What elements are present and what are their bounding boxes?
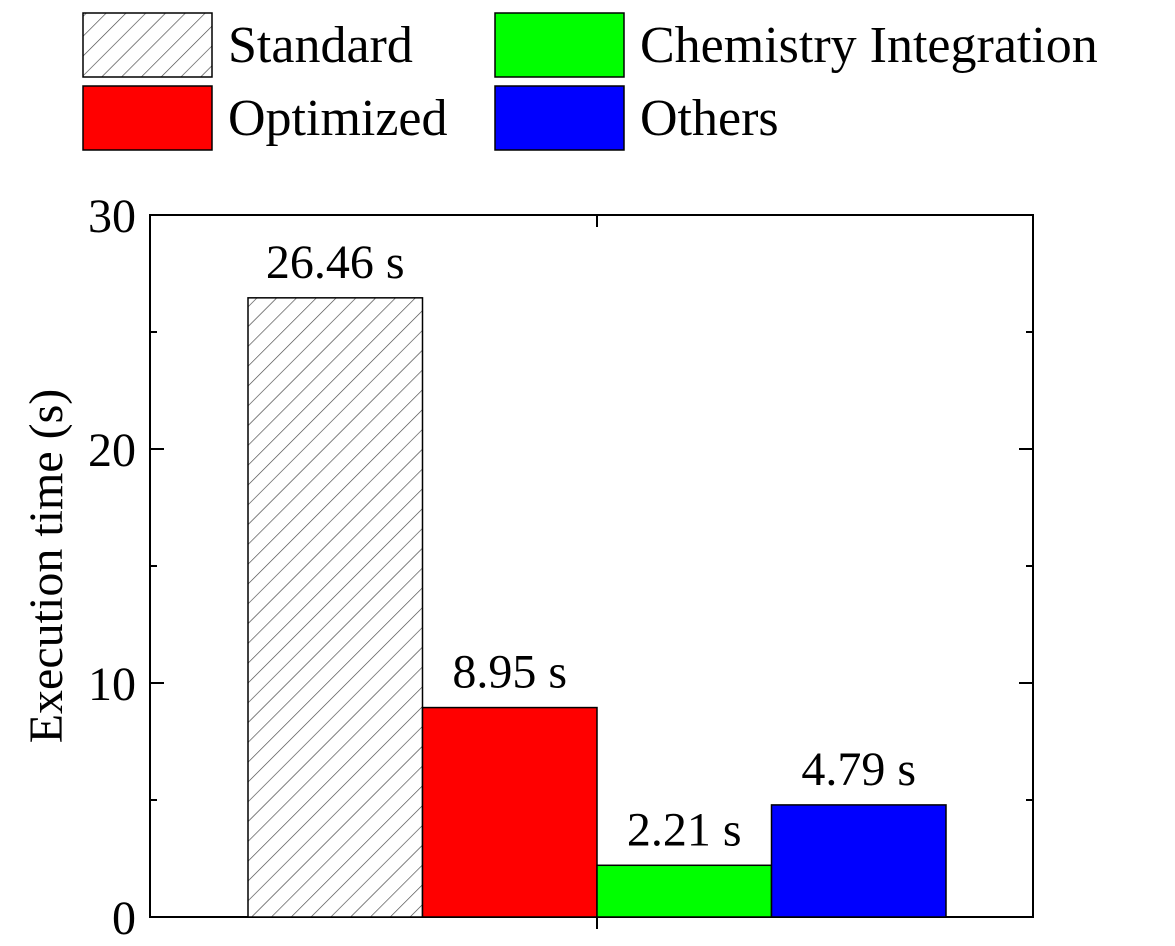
y-axis-title: Execution time (s) bbox=[20, 389, 73, 744]
bars bbox=[247, 297, 947, 918]
bar-standard bbox=[247, 297, 424, 918]
legend-label: Standard bbox=[228, 17, 413, 74]
bar-value-label: 4.79 s bbox=[801, 743, 916, 796]
legend-item-standard: Standard bbox=[82, 12, 413, 78]
legend-swatch bbox=[82, 85, 213, 151]
legend: Standard Optimized Chemistry Integration Ot… bbox=[82, 12, 1098, 151]
bar-value-label: 2.21 s bbox=[627, 803, 742, 856]
plot-area: 26.46 s 8.95 s 2.21 s 4.79 s 0 10 20 30 bbox=[88, 190, 1034, 945]
legend-label: Optimized bbox=[228, 90, 448, 147]
y-tick-label: 30 bbox=[88, 190, 136, 243]
bar-value-label: 26.46 s bbox=[266, 236, 405, 289]
legend-swatch bbox=[494, 12, 625, 78]
legend-item-chemistry-integration: Chemistry Integration bbox=[494, 12, 1098, 78]
bar-others bbox=[770, 804, 947, 918]
legend-label: Chemistry Integration bbox=[640, 17, 1098, 74]
legend-swatch bbox=[82, 12, 213, 78]
bar-value-label: 8.95 s bbox=[452, 646, 567, 699]
legend-label: Others bbox=[640, 90, 779, 147]
legend-item-others: Others bbox=[494, 85, 779, 151]
bar-optimized bbox=[421, 706, 598, 918]
legend-item-optimized: Optimized bbox=[82, 85, 448, 151]
y-tick-label: 10 bbox=[88, 658, 136, 711]
y-tick-label: 0 bbox=[112, 892, 136, 945]
y-tick-label: 20 bbox=[88, 424, 136, 477]
legend-swatch bbox=[494, 85, 625, 151]
y-axis: 0 10 20 30 bbox=[88, 190, 1033, 945]
bar-chemistry-integration bbox=[596, 864, 773, 918]
bar-labels: 26.46 s 8.95 s 2.21 s 4.79 s bbox=[266, 236, 916, 856]
